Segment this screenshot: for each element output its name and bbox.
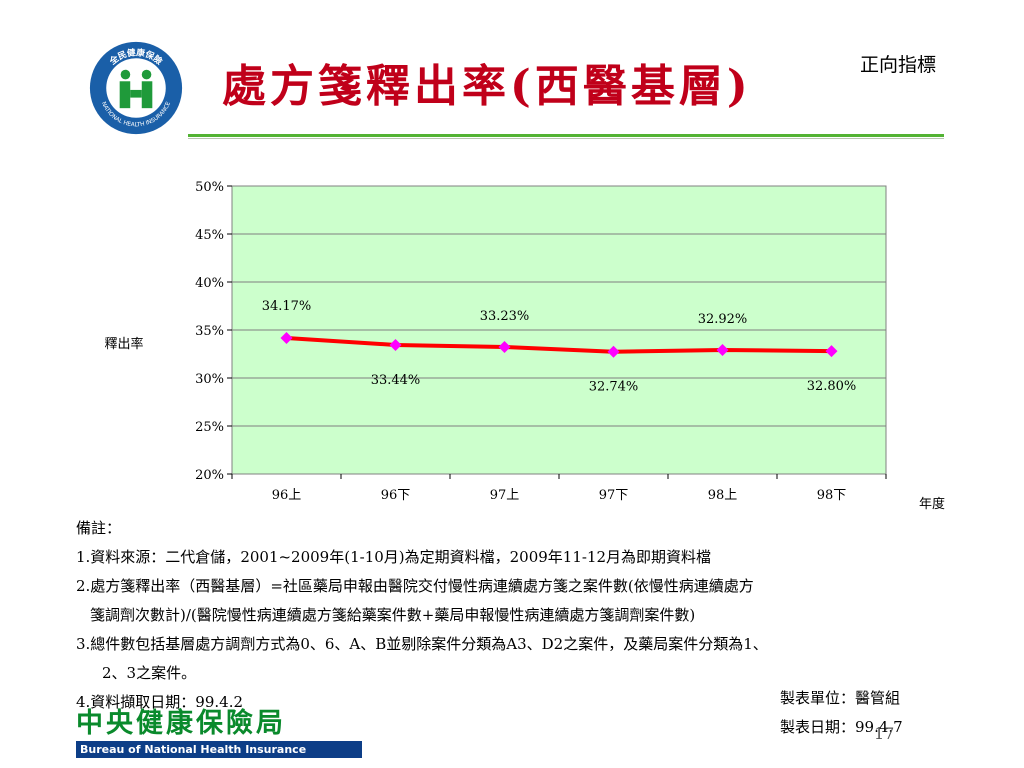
y-tick-label: 25%	[195, 420, 224, 435]
title-divider-shadow	[188, 138, 944, 139]
page-title: 處方箋釋出率(西醫基層)	[222, 61, 752, 112]
data-point	[825, 345, 838, 358]
x-axis-label: 年度	[919, 496, 945, 512]
x-tick-label: 97下	[599, 488, 629, 503]
data-label: 33.44%	[371, 373, 421, 388]
data-point	[716, 343, 729, 356]
note-3-cont: 2、3之案件。	[102, 664, 197, 682]
maker-date: 製表日期：99.4.7	[780, 718, 903, 736]
nhi-logo: 全民健康保險 NATIONAL HEALTH INSURANCE	[89, 41, 183, 135]
y-tick-label: 35%	[195, 324, 224, 339]
release-rate-chart: 20% 25% 30% 35% 40% 45% 50% 96上 96下 97上 97下 98上 98下…	[104, 180, 945, 512]
bureau-name-en: Bureau of National Health Insurance	[76, 741, 362, 758]
x-tick-label: 96上	[272, 488, 302, 503]
y-tick-label: 20%	[195, 468, 224, 483]
note-4: 4.資料擷取日期：99.4.2	[76, 693, 244, 711]
data-point	[607, 345, 620, 358]
x-tick-label: 98下	[817, 488, 847, 503]
bureau-logo: 中央健康保險局 Bureau of National Health Insura…	[76, 708, 366, 758]
data-label: 32.74%	[589, 380, 639, 395]
data-label: 33.23%	[480, 309, 530, 324]
y-tick-label: 45%	[195, 228, 224, 243]
series-line	[286, 335, 832, 354]
x-tick-label: 96下	[381, 488, 411, 503]
title-divider	[188, 134, 944, 137]
bureau-name-cn: 中央健康保險局	[76, 708, 286, 739]
data-point	[389, 338, 402, 351]
y-axis-label: 釋出率	[104, 336, 143, 352]
y-tick-label: 50%	[195, 180, 224, 195]
note-2-cont: 箋調劑次數計)/(醫院慢性病連續處方箋給藥案件數+藥局申報慢性病連續處方箋調劑案…	[90, 606, 696, 624]
data-point	[498, 340, 511, 353]
data-label: 34.17%	[262, 299, 312, 314]
page-number: 17	[874, 724, 895, 743]
data-label: 32.92%	[698, 312, 748, 327]
note-2: 2.處方箋釋出率（西醫基層）=社區藥局申報由醫院交付慢性病連續處方箋之案件數(依…	[76, 577, 754, 595]
y-tick-label: 40%	[195, 276, 224, 291]
x-tick-label: 98上	[708, 488, 738, 503]
data-label: 32.80%	[807, 379, 857, 394]
y-tick-label: 30%	[195, 372, 224, 387]
data-point	[280, 331, 293, 344]
note-3: 3.總件數包括基層處方調劑方式為0、6、A、B並剔除案件分類為A3、D2之案件，…	[76, 635, 768, 653]
notes-heading: 備註：	[76, 519, 122, 537]
maker-info: 製表單位：醫管組 製表日期：99.4.7	[780, 684, 903, 742]
note-1: 1.資料來源：二代倉儲，2001~2009年(1-10月)為定期資料檔，2009…	[76, 548, 712, 566]
indicator-tag: 正向指標	[860, 54, 937, 76]
notes: 備註： 1.資料來源：二代倉儲，2001~2009年(1-10月)為定期資料檔，…	[76, 514, 976, 717]
x-tick-label: 97上	[490, 488, 520, 503]
maker-unit: 製表單位：醫管組	[780, 689, 901, 707]
